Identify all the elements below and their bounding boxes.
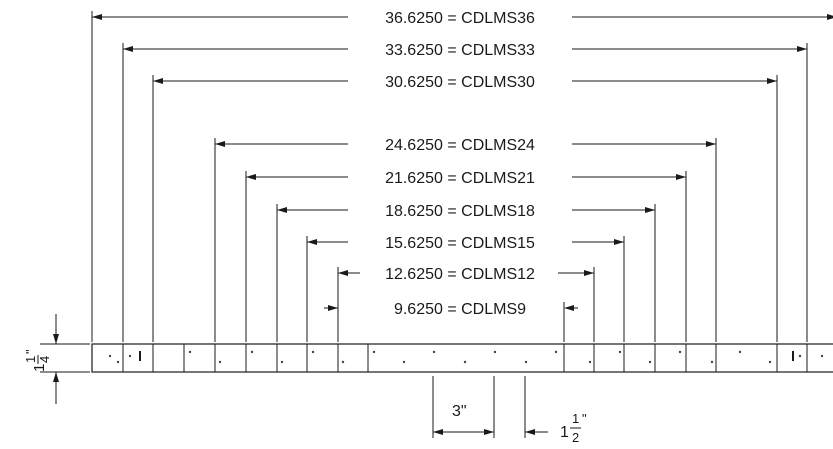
height-label-denominator: 4 xyxy=(37,356,52,363)
height-label-inch-mark: " xyxy=(23,349,38,354)
bar-hole xyxy=(710,360,714,364)
height-arrow-top xyxy=(53,334,59,344)
dimension-8 xyxy=(324,302,578,342)
arrow-left xyxy=(307,239,317,245)
bar-hole xyxy=(524,360,528,364)
dimension-label: 9.6250 = CDLMS9 xyxy=(394,301,526,318)
arrow-left xyxy=(277,207,287,213)
dimension-label: 18.6250 = CDLMS18 xyxy=(385,203,535,220)
arrow-left xyxy=(215,141,225,147)
height-label: 1 1 4 " xyxy=(23,349,52,372)
bar-hole xyxy=(311,350,315,354)
height-label-numerator: 1 xyxy=(23,356,38,363)
dimension-label: 30.6250 = CDLMS30 xyxy=(385,74,535,91)
offset-label-denominator: 2 xyxy=(572,430,579,445)
arrow-right xyxy=(706,141,716,147)
bar-hole xyxy=(678,350,682,354)
height-label-whole: 1 xyxy=(31,364,48,372)
arrow-right xyxy=(797,46,807,52)
bar-hole xyxy=(554,350,558,354)
arrow-right xyxy=(767,78,777,84)
arrow-left xyxy=(338,270,348,276)
bar-hole xyxy=(108,354,112,358)
bar-slot-right xyxy=(792,351,794,361)
bar-hole xyxy=(116,360,120,364)
arrow-right xyxy=(827,14,833,20)
bar-hole xyxy=(432,350,436,354)
bar-hole xyxy=(493,350,497,354)
dimension-5 xyxy=(276,204,656,342)
bar-hole xyxy=(402,360,406,364)
arrow-left xyxy=(246,174,256,180)
height-dimension: 1 1 4 " xyxy=(23,314,90,404)
dimension-3 xyxy=(214,138,717,342)
dimension-1 xyxy=(122,43,808,342)
pitch-arrow-right xyxy=(484,429,494,435)
arrow-left xyxy=(153,78,163,84)
arrow-right xyxy=(645,207,655,213)
bar-holes xyxy=(108,350,824,364)
arrow-right xyxy=(614,239,624,245)
dimension-4 xyxy=(245,171,687,342)
height-arrow-bottom xyxy=(53,372,59,382)
bar-hole xyxy=(128,354,132,358)
bar-hole xyxy=(250,350,254,354)
offset-arrow xyxy=(525,429,535,435)
bar-hole xyxy=(738,350,742,354)
dimension-label: 33.6250 = CDLMS33 xyxy=(385,42,535,59)
bar-hole xyxy=(463,360,467,364)
bar-hole xyxy=(820,354,824,358)
dimension-lines xyxy=(91,11,833,342)
bar-hole xyxy=(768,360,772,364)
channel-bar xyxy=(91,343,833,373)
bar-hole xyxy=(648,360,652,364)
pitch-arrow-left xyxy=(433,429,443,435)
dimension-label: 24.6250 = CDLMS24 xyxy=(385,137,535,154)
offset-label-whole: 1 xyxy=(560,424,569,441)
bar-hole xyxy=(618,350,622,354)
arrow-left xyxy=(123,46,133,52)
hole-offset-dimension: 1 1 2 " xyxy=(524,376,587,445)
dimension-labels: 36.6250 = CDLMS36 33.6250 = CDLMS33 30.625… xyxy=(385,10,535,318)
bar-hole xyxy=(798,354,802,358)
bar-slot-left xyxy=(139,351,141,361)
offset-label-numerator: 1 xyxy=(572,411,579,426)
bar-hole xyxy=(188,350,192,354)
dimension-label: 36.6250 = CDLMS36 xyxy=(385,10,535,27)
bar-hole xyxy=(588,360,592,364)
arrow-right xyxy=(584,270,594,276)
dimension-label: 15.6250 = CDLMS15 xyxy=(385,235,535,252)
channel-bar-outline xyxy=(91,343,833,373)
bar-hole xyxy=(372,350,376,354)
dimension-label: 21.6250 = CDLMS21 xyxy=(385,170,535,187)
bar-segment-dividers xyxy=(122,344,808,372)
pitch-dimension: 3" xyxy=(432,376,495,438)
bar-hole xyxy=(218,360,222,364)
bar-hole xyxy=(280,360,284,364)
arrow-right xyxy=(676,174,686,180)
offset-label-inch-mark: " xyxy=(582,411,587,426)
dimension-0 xyxy=(91,11,833,342)
arrow-left xyxy=(92,14,102,20)
pitch-label: 3" xyxy=(452,403,467,420)
dimension-6 xyxy=(306,236,625,342)
dimension-label: 12.6250 = CDLMS12 xyxy=(385,266,535,283)
dimension-2 xyxy=(152,75,778,342)
bar-hole xyxy=(341,360,345,364)
